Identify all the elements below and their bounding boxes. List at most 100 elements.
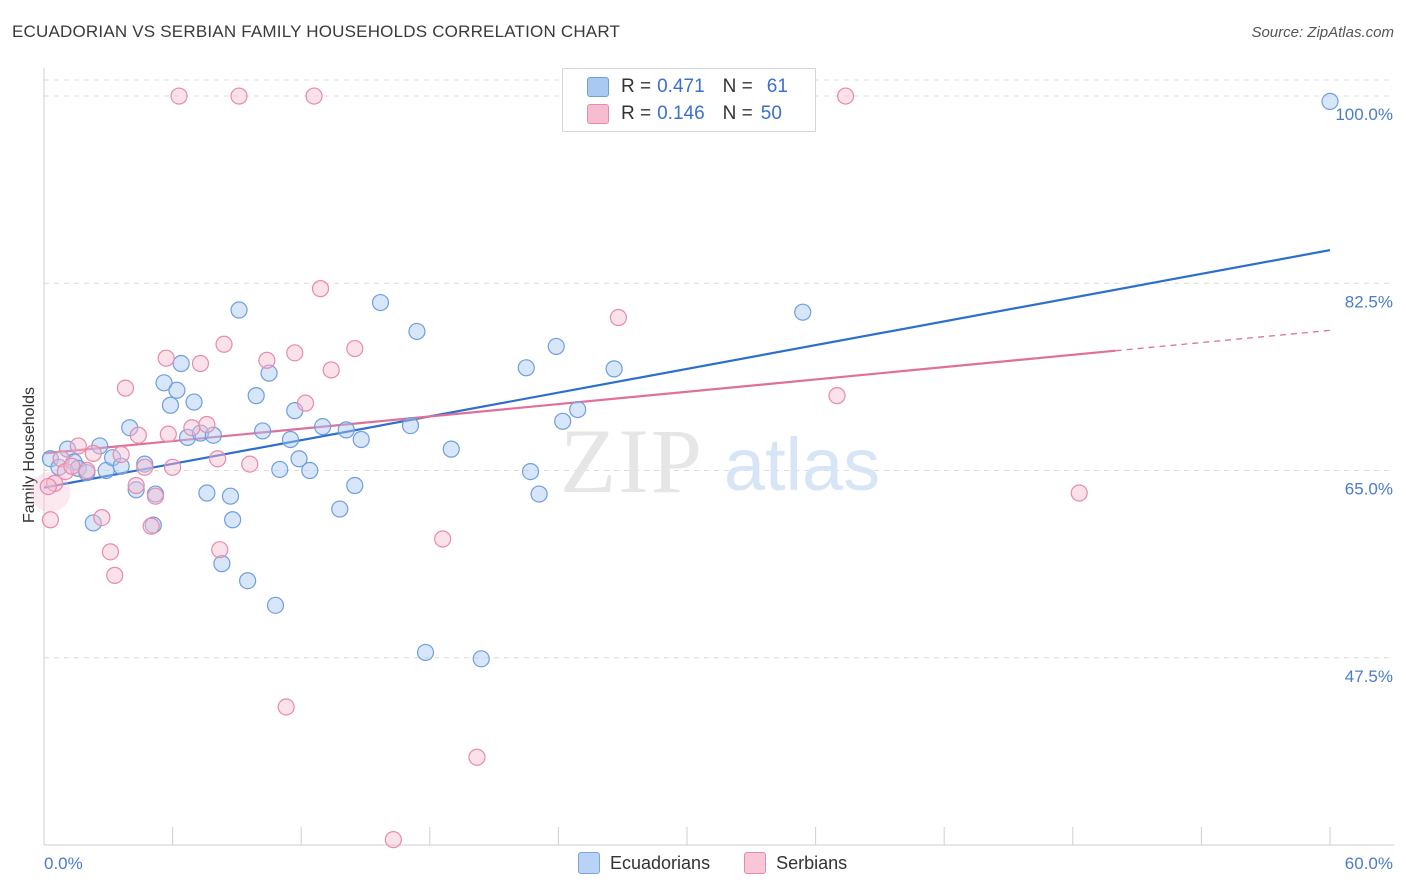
point-ecuadorians xyxy=(204,426,222,444)
point-serbians xyxy=(209,450,227,468)
legend-label-serbians: Serbians xyxy=(776,852,848,873)
legend-n-label: N = xyxy=(722,103,753,124)
point-serbians xyxy=(78,461,96,480)
point-serbians xyxy=(241,455,259,473)
point-serbians xyxy=(157,349,175,367)
point-ecuadorians xyxy=(352,430,370,449)
point-ecuadorians xyxy=(221,487,240,505)
point-ecuadorians xyxy=(213,555,231,573)
point-ecuadorians xyxy=(371,293,390,312)
legend-swatch-ecuadorians xyxy=(578,852,600,874)
point-ecuadorians xyxy=(230,301,248,319)
legend-n-value: 61 xyxy=(766,76,788,97)
y-tick-label: 65.0% xyxy=(1345,480,1393,499)
legend-item-ecuadorians[interactable]: Ecuadorians xyxy=(578,852,710,874)
legend-r-value: 0.146 xyxy=(657,103,705,124)
grid-lines xyxy=(44,79,1394,659)
point-ecuadorians xyxy=(266,596,285,614)
point-serbians xyxy=(211,541,229,559)
point-ecuadorians xyxy=(442,440,460,458)
point-serbians xyxy=(311,280,330,298)
point-ecuadorians xyxy=(301,461,319,480)
legend-r-value: 0.471 xyxy=(657,76,705,97)
x-tick-label: 60.0% xyxy=(1345,854,1393,873)
point-ecuadorians xyxy=(569,400,587,419)
point-ecuadorians xyxy=(191,424,210,442)
point-serbians xyxy=(296,394,315,412)
point-ecuadorians xyxy=(1321,92,1339,110)
legend-r-label: R = xyxy=(621,76,652,97)
point-ecuadorians xyxy=(530,485,548,503)
point-ecuadorians xyxy=(172,354,190,373)
point-serbians xyxy=(112,445,130,464)
point-ecuadorians xyxy=(554,412,572,430)
point-ecuadorians xyxy=(605,360,623,378)
point-serbians xyxy=(106,566,124,584)
legend-label-ecuadorians: Ecuadorians xyxy=(610,852,711,873)
source-label: Source: ZipAtlas.com xyxy=(1251,24,1394,41)
point-serbians xyxy=(322,361,340,379)
legend-n-label: N = xyxy=(722,76,753,97)
y-tick-label: 82.5% xyxy=(1345,292,1393,311)
point-ecuadorians xyxy=(346,476,364,495)
point-ecuadorians xyxy=(290,450,308,468)
point-serbians xyxy=(305,87,323,105)
watermark-atlas: atlas xyxy=(724,423,880,506)
legend-swatch-serbians xyxy=(744,852,767,874)
legend-row-serbians: R = 0.146 N = 50 xyxy=(587,102,782,126)
legend-item-serbians[interactable]: Serbians xyxy=(744,852,847,874)
point-serbians xyxy=(146,487,165,505)
legend-swatch-ecuadorians xyxy=(587,77,609,97)
legend-n-value: 50 xyxy=(760,103,782,124)
point-ecuadorians xyxy=(161,396,180,414)
point-serbians xyxy=(434,530,452,548)
x-tick-label: 0.0% xyxy=(44,854,83,873)
point-serbians xyxy=(286,344,304,362)
point-ecuadorians xyxy=(155,374,173,392)
tick-labels: 47.5% 65.0% 82.5% 100.0% 0.0% 60.0% xyxy=(44,105,1393,873)
point-serbians xyxy=(191,354,210,373)
point-serbians xyxy=(69,437,87,455)
point-ecuadorians xyxy=(547,337,565,356)
point-ecuadorians xyxy=(260,364,278,382)
axes xyxy=(43,68,1394,846)
y-tick-label: 47.5% xyxy=(1345,667,1393,686)
point-ecuadorians xyxy=(247,387,265,405)
point-serbians xyxy=(93,509,111,527)
point-serbians xyxy=(84,444,102,463)
point-ecuadorians xyxy=(416,643,435,662)
correlation-legend: R = 0.471 N = 61 R = 0.146 N = 50 xyxy=(562,68,816,132)
point-ecuadorians xyxy=(794,303,812,321)
point-serbians xyxy=(127,476,145,495)
point-serbians xyxy=(468,748,486,766)
point-ecuadorians xyxy=(168,381,186,399)
point-ecuadorians xyxy=(239,572,257,590)
data-points xyxy=(30,87,1339,849)
point-serbians xyxy=(39,477,57,496)
point-ecuadorians xyxy=(331,500,349,518)
watermark-zip: ZIP xyxy=(560,410,704,512)
trend-line-extension-serbians xyxy=(1115,329,1331,352)
point-serbians xyxy=(136,458,154,476)
point-ecuadorians xyxy=(521,462,540,481)
point-ecuadorians xyxy=(337,421,355,439)
point-ecuadorians xyxy=(281,430,300,449)
point-serbians xyxy=(384,831,402,849)
point-serbians xyxy=(159,425,177,443)
point-serbians xyxy=(116,379,135,397)
point-serbians xyxy=(215,335,233,353)
point-ecuadorians xyxy=(224,511,242,529)
point-serbians xyxy=(63,457,81,475)
point-serbians xyxy=(183,419,201,437)
point-ecuadorians xyxy=(254,422,272,440)
point-serbians xyxy=(609,308,628,327)
point-serbians xyxy=(346,339,364,358)
point-ecuadorians xyxy=(112,457,130,475)
point-serbians xyxy=(101,543,120,561)
y-tick-label: 100.0% xyxy=(1335,105,1393,124)
point-serbians xyxy=(230,87,248,105)
point-ecuadorians xyxy=(198,484,216,502)
point-serbians xyxy=(837,87,855,105)
point-ecuadorians xyxy=(127,481,145,499)
